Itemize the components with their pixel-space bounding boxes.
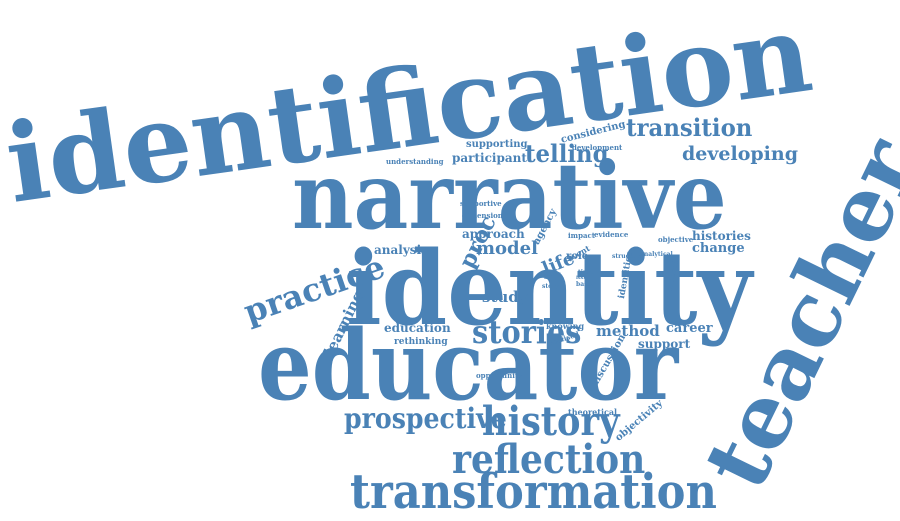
word-time: time: [578, 269, 594, 276]
word-transformation: transformation: [350, 464, 717, 520]
word-based: based: [576, 281, 596, 288]
word-understanding: understanding: [386, 157, 444, 166]
word-reflection: reflection: [452, 436, 646, 483]
word-participant: participant: [452, 151, 527, 165]
word-prospective: prospective: [344, 402, 507, 435]
word-approach: approach: [462, 227, 525, 241]
word-theoretical: theoretical: [568, 407, 618, 417]
word-histories: histories: [692, 229, 751, 243]
word-issue: issue: [576, 275, 591, 281]
word-evidence: evidence: [594, 230, 629, 239]
word-method: method: [596, 322, 660, 340]
word-study: study: [482, 288, 528, 306]
word-rethinking: rethinking: [394, 337, 448, 347]
word-education: education: [384, 321, 451, 335]
word-impact: impact: [568, 231, 595, 240]
word-dimension: dimension: [462, 211, 503, 220]
word-analytical: analytical: [640, 251, 673, 258]
word-supportive: supportive: [460, 199, 502, 208]
word-telling: telling: [525, 139, 609, 168]
word-narrative: narrative: [292, 142, 727, 250]
word-analysis: analysis: [374, 243, 428, 257]
word-objective: objective: [658, 235, 694, 244]
word-opportunity: opportunity: [476, 371, 523, 380]
word-self: self: [544, 271, 561, 281]
word-supporting: supporting: [466, 139, 528, 150]
word-history: history: [482, 398, 620, 445]
word-change: change: [692, 241, 745, 256]
word-model: model: [476, 238, 538, 259]
word-stories: stories: [472, 313, 582, 351]
word-knowing: knowing: [546, 321, 585, 331]
word-identity: identity: [346, 229, 753, 349]
word-career: career: [666, 321, 713, 336]
word-role: role: [566, 251, 589, 262]
word-educator: educator: [258, 309, 679, 422]
word-transition: transition: [626, 113, 753, 142]
word-story: story: [542, 283, 559, 290]
word-support: support: [638, 337, 691, 351]
word-developing: developing: [682, 143, 798, 165]
word-structure: structure: [612, 253, 644, 260]
word-development: development: [572, 143, 623, 152]
